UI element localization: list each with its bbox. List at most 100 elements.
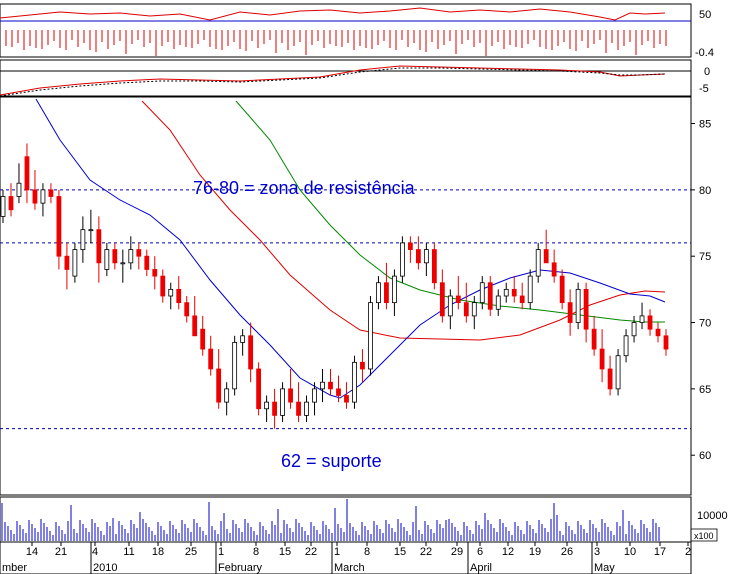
candle (392, 269, 397, 316)
candle (96, 216, 102, 283)
candle (216, 349, 222, 409)
price-tick-label: 60 (699, 450, 711, 462)
date-tick-label: 10 (624, 546, 636, 558)
date-tick-label: 3 (594, 546, 600, 558)
candle (192, 296, 198, 337)
date-tick-label: 2 (685, 546, 691, 558)
candle (527, 269, 533, 310)
date-tick-label: 4 (92, 546, 98, 558)
date-axis-panel (0, 541, 692, 574)
candle (32, 169, 38, 210)
candle (40, 183, 46, 217)
candle (16, 163, 22, 204)
date-tick-label: 15 (394, 546, 406, 558)
osc2-tick-neg04: -0.4 (695, 47, 714, 59)
candle (431, 242, 437, 290)
candle (112, 242, 118, 270)
date-tick-label: 6 (477, 546, 483, 558)
date-tick-label: 19 (529, 546, 541, 558)
candle (407, 236, 413, 263)
resistance-annotation: 76-80 = zona de resistência (193, 178, 416, 198)
date-tick-label: 18 (152, 546, 164, 558)
candle (455, 276, 461, 310)
candle (583, 282, 589, 343)
candle (352, 355, 357, 409)
candle (647, 309, 653, 336)
date-tick-label: 14 (26, 546, 38, 558)
candle (384, 262, 389, 310)
date-tick-label: 22 (420, 546, 432, 558)
candle (503, 282, 509, 303)
month-label: mber (2, 562, 27, 574)
candle (663, 329, 669, 356)
candle (160, 269, 166, 303)
price-tick-label: 80 (699, 185, 711, 197)
candle (80, 216, 86, 263)
candle (24, 143, 30, 204)
candle (399, 236, 405, 283)
month-label: May (594, 562, 615, 574)
candle (320, 368, 325, 403)
candle (415, 236, 421, 270)
candle (232, 335, 238, 396)
candle (48, 183, 54, 204)
candle (543, 229, 549, 264)
oscillator-2-line (0, 65, 666, 96)
candle (511, 276, 517, 303)
candle (64, 242, 70, 290)
candle (360, 349, 365, 383)
oscillator-1-line (0, 7, 666, 21)
price-tick-label: 75 (699, 251, 711, 263)
candle (272, 388, 277, 429)
price-panel (0, 96, 692, 496)
price-axis: 85 80 75 70 65 60 (691, 119, 711, 462)
candle (208, 335, 214, 376)
candle (607, 355, 613, 396)
price-tick-label: 85 (699, 119, 711, 131)
candle (487, 276, 493, 316)
candle (495, 289, 501, 316)
candle (304, 395, 309, 423)
date-tick-label: 1 (218, 546, 224, 558)
candle (72, 242, 78, 283)
osc1-tick-50: 50 (699, 9, 711, 21)
candle (56, 189, 62, 270)
candle (471, 296, 477, 330)
osc2-tick-0: 0 (704, 66, 710, 78)
support-annotation: 62 = suporte (281, 451, 382, 471)
candle (655, 322, 661, 343)
date-tick-label: 1 (334, 546, 340, 558)
price-tick-label: 65 (699, 384, 711, 396)
candle (551, 249, 557, 283)
candle (623, 329, 629, 363)
candle (535, 242, 541, 283)
candle (224, 382, 230, 416)
candle (128, 236, 134, 270)
candle (591, 315, 597, 356)
candle (439, 269, 445, 323)
date-tick-label: 17 (654, 546, 666, 558)
date-tick-label: 8 (364, 546, 370, 558)
candle (479, 276, 485, 310)
candle (240, 329, 246, 356)
candle (200, 315, 206, 356)
date-axis: 14 21 4 11 18 25 1 8 15 22 1 8 15 22 29 6 12 19 26 3 10 17 2 (26, 542, 691, 558)
volume-tick-10000: 10000 (697, 510, 728, 522)
month-label: April (470, 562, 492, 574)
candle (296, 382, 301, 423)
candle (176, 276, 182, 310)
candle (88, 209, 94, 243)
candle (248, 322, 254, 383)
date-tick-label: 12 (502, 546, 514, 558)
candle (639, 302, 645, 330)
month-axis: mber 2010 February March April May (0, 542, 615, 574)
candle (447, 289, 453, 330)
candle (8, 183, 14, 217)
osc2-tick-neg5: -5 (699, 83, 709, 95)
candle (631, 315, 637, 343)
oscillator-1-panel (0, 3, 692, 58)
date-tick-label: 21 (55, 546, 67, 558)
volume-bars (1, 499, 660, 541)
candle (256, 362, 262, 416)
